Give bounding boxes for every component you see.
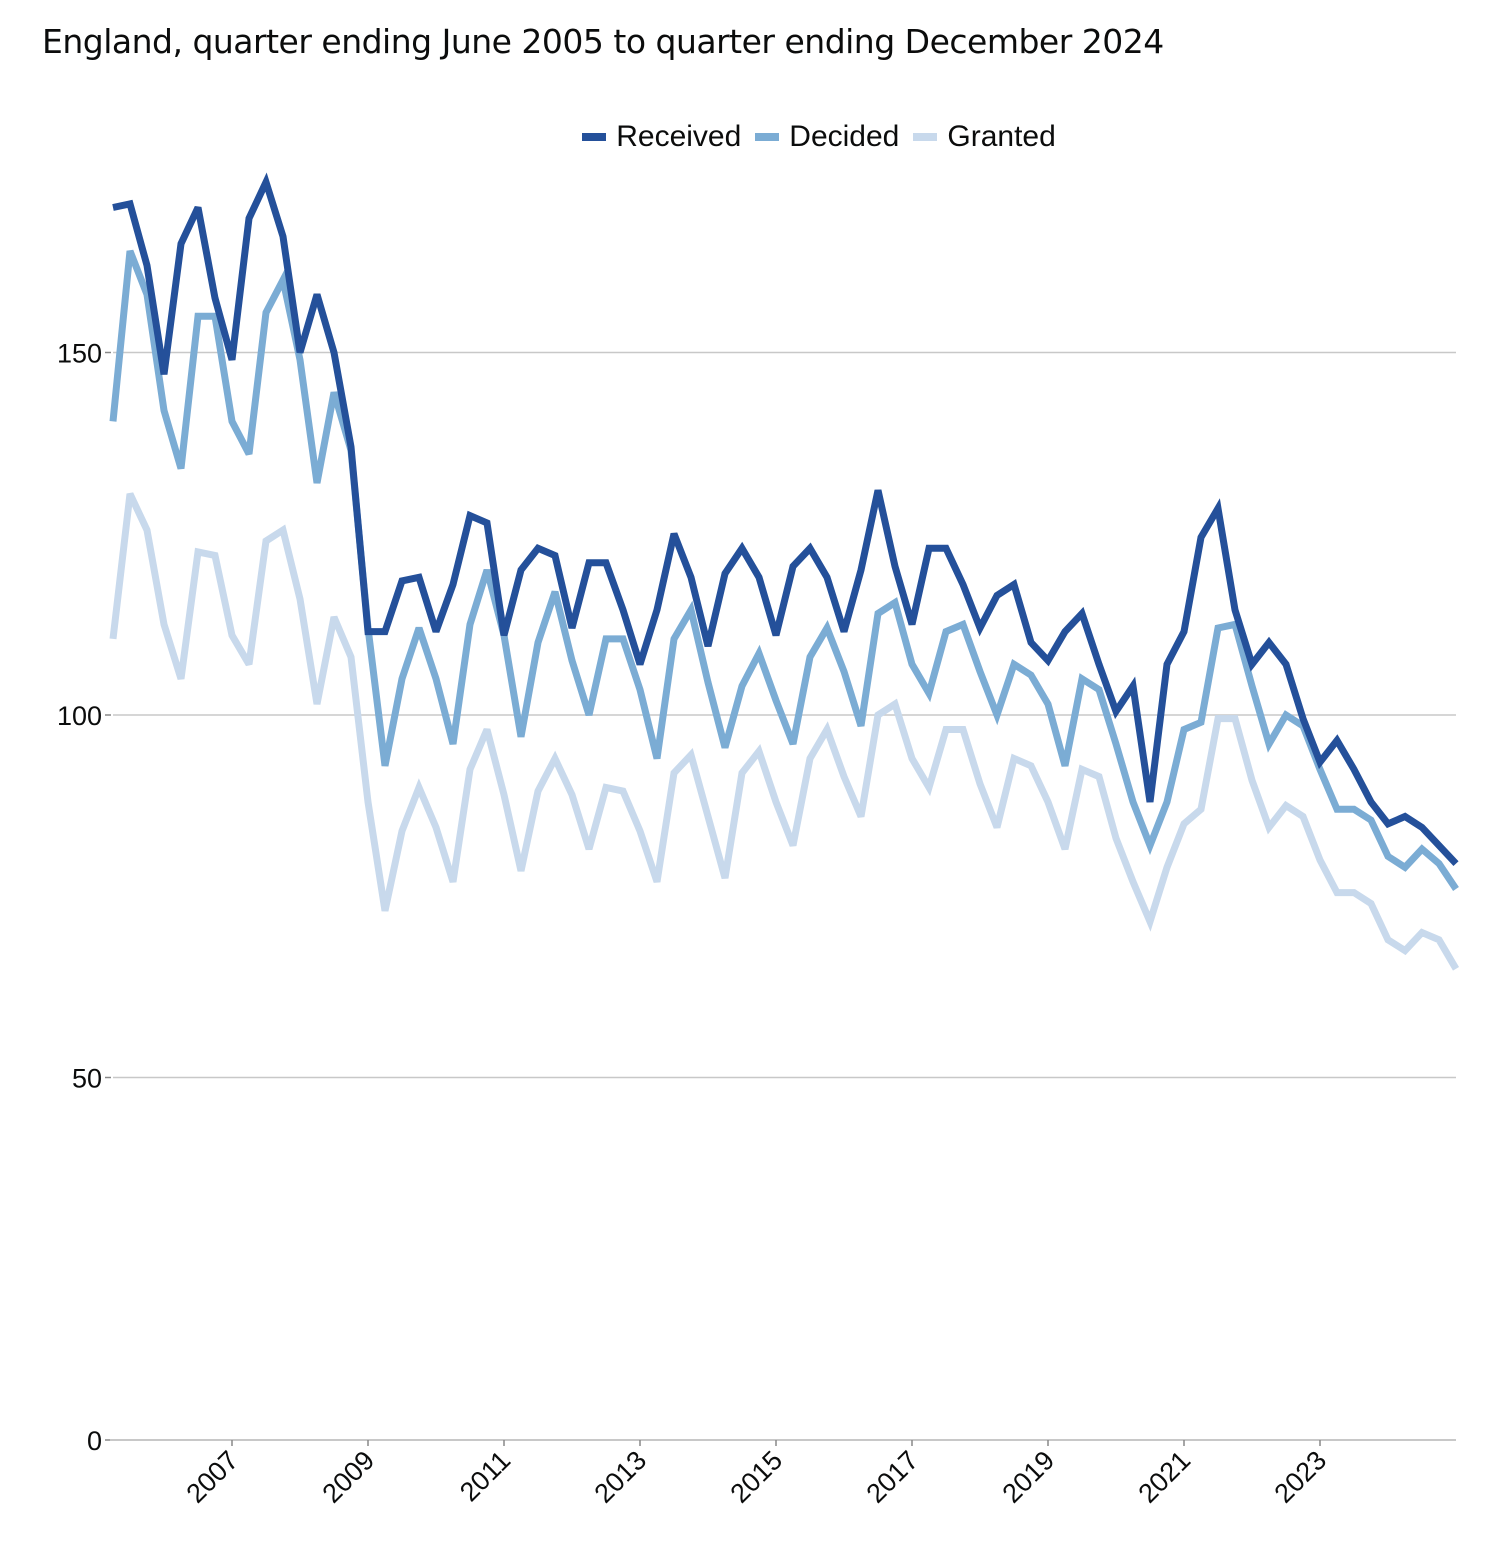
x-tick-label: 2019 (997, 1445, 1061, 1509)
legend-label-granted: Granted (947, 120, 1056, 153)
series-line-granted (109, 492, 1460, 971)
x-tick-label: 2017 (861, 1445, 925, 1509)
legend-label-decided: Decided (789, 120, 900, 153)
series-line-decided (109, 249, 1459, 891)
legend-item-received: Received (582, 120, 741, 154)
y-tick-label: 50 (72, 1064, 102, 1094)
x-tick-label: 2023 (1269, 1445, 1333, 1509)
y-tick-label: 0 (87, 1426, 102, 1456)
x-tick-label: 2021 (1133, 1445, 1197, 1509)
x-tick-label: 2007 (181, 1445, 245, 1509)
x-tick-label: 2011 (454, 1445, 516, 1507)
x-tick-label: 2015 (725, 1445, 789, 1509)
legend-label-received: Received (616, 120, 742, 153)
x-tick-label: 2013 (589, 1445, 653, 1509)
legend-swatch-received (582, 133, 607, 141)
legend-swatch-granted (913, 133, 938, 141)
legend-swatch-decided (755, 133, 780, 141)
x-tick-label: 2009 (317, 1445, 381, 1509)
legend: Received Decided Granted (68, 120, 1502, 154)
chart-subtitle: England, quarter ending June 2005 to qua… (42, 22, 1164, 61)
y-tick-label: 100 (57, 701, 102, 731)
legend-item-decided: Decided (755, 120, 899, 154)
y-tick-label: 150 (57, 339, 102, 369)
legend-item-granted: Granted (913, 120, 1056, 154)
series-line-received (112, 172, 1459, 866)
